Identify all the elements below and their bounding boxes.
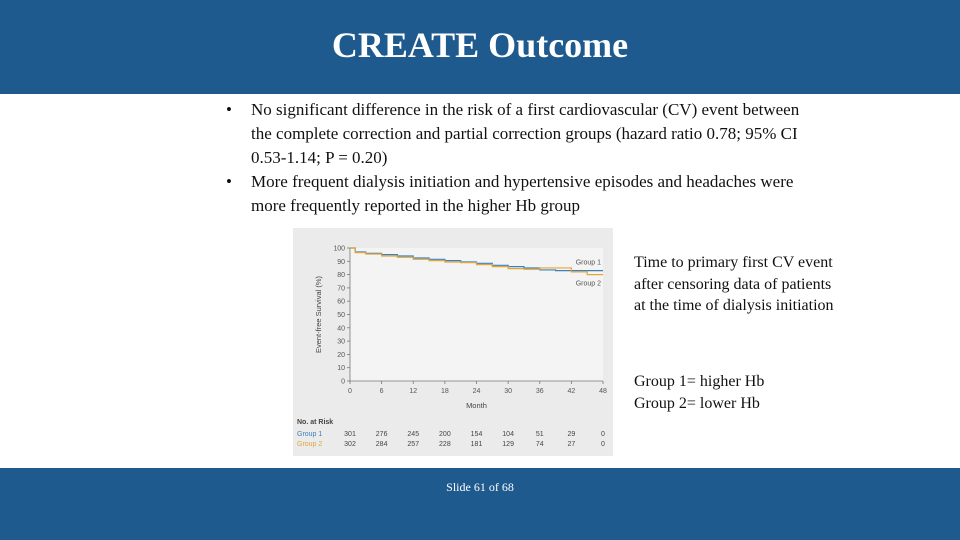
x-tick-label: 18 bbox=[441, 388, 449, 395]
at-risk-row-label: Group 1 bbox=[297, 431, 322, 438]
at-risk-value: 0 bbox=[601, 431, 605, 438]
group-legend-line: Group 2= lower Hb bbox=[634, 394, 760, 412]
y-tick-label: 80 bbox=[337, 272, 345, 279]
bullet-text: No significant difference in the risk of… bbox=[251, 100, 800, 167]
y-tick-label: 70 bbox=[337, 285, 345, 292]
at-risk-header: No. at Risk bbox=[297, 419, 333, 426]
at-risk-value: 200 bbox=[439, 431, 451, 438]
group-legend: Group 1= higher Hb Group 2= lower Hb bbox=[634, 371, 834, 414]
chart-caption: Time to primary first CV event after cen… bbox=[634, 254, 834, 314]
series-line-2 bbox=[350, 247, 603, 276]
x-tick-label: 30 bbox=[504, 388, 512, 395]
at-risk-value: 104 bbox=[502, 431, 514, 438]
bullet-list: • No significant difference in the risk o… bbox=[226, 98, 806, 218]
km-chart-svg: 0 10 20 30 40 50 60 70 80 90 100 0 6 12 18 24 30 36 42 48 Mo… bbox=[297, 246, 607, 449]
x-tick-label: 48 bbox=[599, 388, 607, 395]
y-tick-label: 10 bbox=[337, 365, 345, 372]
km-chart: 0 10 20 30 40 50 60 70 80 90 100 0 6 12 18 24 30 36 42 48 Mo… bbox=[293, 228, 613, 456]
at-risk-value: 51 bbox=[536, 431, 544, 438]
slide-number: Slide 61 of 68 bbox=[446, 480, 514, 494]
slide-title: CREATE Outcome bbox=[331, 25, 629, 65]
title-bar bbox=[0, 0, 960, 94]
at-risk-value: 27 bbox=[567, 441, 575, 448]
y-tick-label: 30 bbox=[337, 339, 345, 346]
y-tick-label: 100 bbox=[333, 246, 345, 253]
at-risk-value: 257 bbox=[407, 441, 419, 448]
x-axis-label: Month bbox=[466, 401, 487, 410]
at-risk-value: 129 bbox=[502, 441, 514, 448]
x-tick-label: 24 bbox=[473, 388, 481, 395]
y-tick-label: 20 bbox=[337, 352, 345, 359]
y-tick-label: 0 bbox=[341, 379, 345, 386]
bullet-text: More frequent dialysis initiation and hy… bbox=[251, 172, 794, 215]
at-risk-value: 0 bbox=[601, 441, 605, 448]
at-risk-value: 74 bbox=[536, 441, 544, 448]
y-axis-label: Event-free Survival (%) bbox=[314, 275, 323, 353]
bullet-item: • No significant difference in the risk o… bbox=[226, 98, 806, 170]
group-legend-line: Group 1= higher Hb bbox=[634, 373, 765, 390]
at-risk-value: 29 bbox=[567, 431, 575, 438]
at-risk-row-label: Group 2 bbox=[297, 441, 322, 448]
y-tick-label: 50 bbox=[337, 312, 345, 319]
at-risk-value: 181 bbox=[471, 441, 483, 448]
y-tick-label: 60 bbox=[337, 299, 345, 306]
footer-bar bbox=[0, 468, 960, 540]
x-tick-label: 0 bbox=[348, 388, 352, 395]
bullet-marker: • bbox=[226, 100, 232, 119]
at-risk-value: 301 bbox=[344, 431, 356, 438]
x-tick-label: 6 bbox=[380, 388, 384, 395]
bullet-marker: • bbox=[226, 172, 232, 191]
y-tick-label: 40 bbox=[337, 325, 345, 332]
x-tick-label: 42 bbox=[567, 388, 575, 395]
at-risk-value: 284 bbox=[376, 441, 388, 448]
at-risk-value: 154 bbox=[471, 431, 483, 438]
series-label: Group 1 bbox=[576, 260, 601, 267]
at-risk-value: 276 bbox=[376, 431, 388, 438]
at-risk-value: 228 bbox=[439, 441, 451, 448]
at-risk-value: 245 bbox=[407, 431, 419, 438]
bullet-item: • More frequent dialysis initiation and h… bbox=[226, 170, 806, 218]
x-tick-label: 12 bbox=[409, 388, 417, 395]
at-risk-value: 302 bbox=[344, 441, 356, 448]
x-tick-label: 36 bbox=[536, 388, 544, 395]
y-tick-label: 90 bbox=[337, 259, 345, 266]
series-label: Group 2 bbox=[576, 281, 601, 288]
